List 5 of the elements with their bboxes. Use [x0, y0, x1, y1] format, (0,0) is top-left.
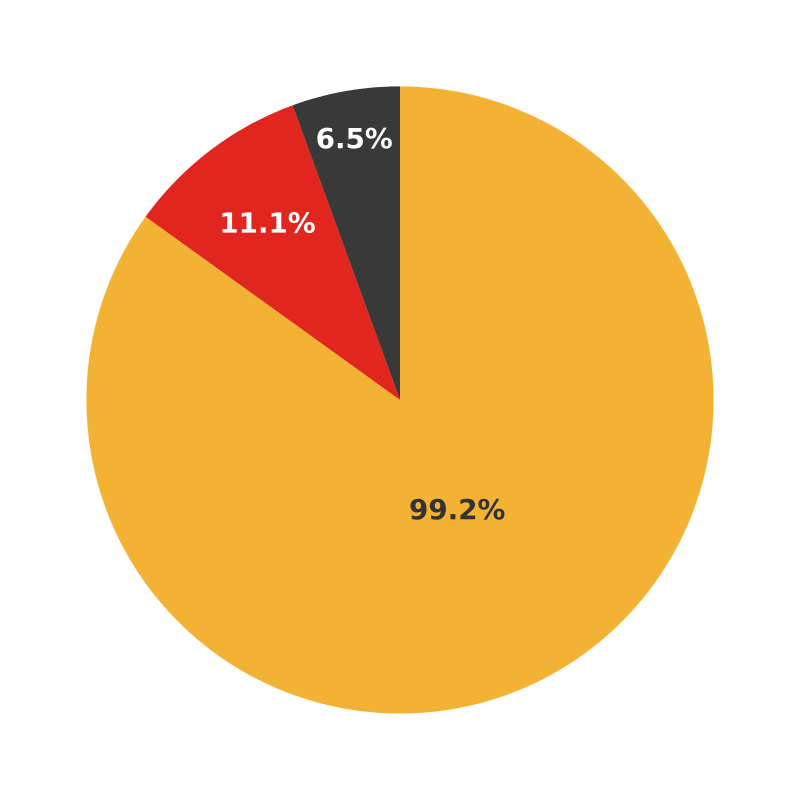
- data-label: 11.1%: [222, 212, 315, 234]
- pie-slice: [86, 86, 714, 714]
- pie-slice: [146, 105, 400, 400]
- data-label: 6.5%: [317, 128, 392, 149]
- data-label: 99.2%: [410, 498, 504, 520]
